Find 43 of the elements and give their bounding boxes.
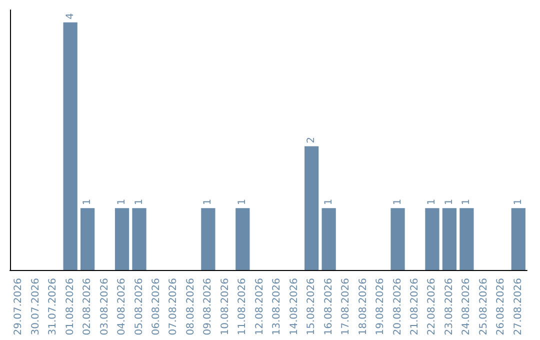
x-tick-label: 26.08.2026	[496, 278, 507, 336]
data-label: 1	[461, 198, 472, 206]
x-tick-label: 15.08.2026	[306, 278, 318, 336]
x-tick-label: 12.08.2026	[254, 278, 266, 336]
data-label: 1	[116, 198, 128, 206]
x-tick-label: 16.08.2026	[323, 278, 334, 336]
data-label: 1	[237, 198, 248, 206]
data-label: 1	[134, 198, 145, 206]
x-tick-label: 08.08.2026	[185, 278, 196, 336]
x-tick-label: 11.08.2026	[237, 278, 248, 336]
x-tick-label: 10.08.2026	[220, 278, 231, 336]
x-tick-label: 09.08.2026	[202, 278, 214, 336]
x-tick-label: 30.07.2026	[30, 278, 42, 336]
x-tick-label: 05.08.2026	[134, 278, 145, 336]
x-tick-label: 18.08.2026	[358, 278, 369, 336]
x-tick-label: 13.08.2026	[272, 278, 283, 336]
data-label: 2	[306, 136, 318, 144]
x-tick-label: 07.08.2026	[168, 278, 180, 336]
data-label: 1	[323, 198, 334, 206]
x-tick-label: 21.08.2026	[409, 278, 420, 336]
x-tick-label: 29.07.2026	[13, 278, 24, 336]
x-tick-label: 06.08.2026	[150, 278, 162, 336]
data-label: 4	[64, 13, 76, 20]
x-tick-label: 25.08.2026	[478, 278, 490, 336]
x-tick-label: 02.08.2026	[82, 278, 94, 336]
data-label: 1	[426, 198, 438, 206]
data-label: 1	[392, 198, 404, 206]
x-tick-label: 31.07.2026	[48, 278, 59, 336]
x-tick-label: 20.08.2026	[392, 278, 404, 336]
x-tick-label: 23.08.2026	[444, 278, 455, 336]
x-tick-label: 22.08.2026	[426, 278, 438, 336]
x-tick-label: 24.08.2026	[461, 278, 472, 336]
x-tick-label: 17.08.2026	[340, 278, 352, 336]
data-label: 1	[82, 198, 94, 206]
x-tick-label: 04.08.2026	[116, 278, 128, 336]
x-tick-label: 01.08.2026	[64, 278, 76, 336]
data-label: 1	[202, 198, 214, 206]
x-tick-label: 14.08.2026	[288, 278, 300, 336]
x-tick-label: 19.08.2026	[375, 278, 386, 336]
data-label: 1	[444, 198, 455, 206]
data-label: 1	[512, 198, 524, 206]
x-tick-label: 27.08.2026	[512, 278, 524, 336]
x-tick-label: 03.08.2026	[99, 278, 110, 336]
